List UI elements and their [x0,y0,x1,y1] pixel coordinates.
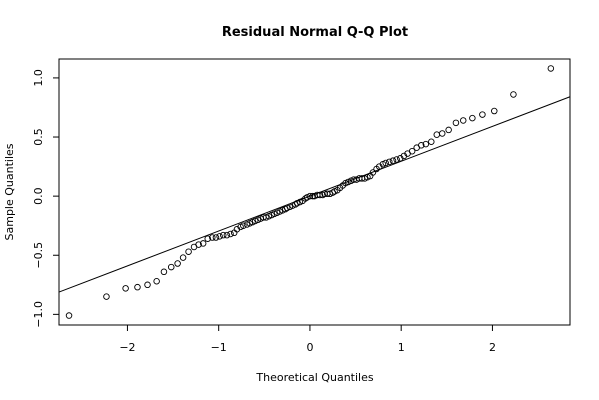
x-tick-label: 1 [398,341,405,354]
data-point [408,147,416,155]
data-point [103,293,110,300]
data-point [212,234,220,241]
data-point [428,138,435,146]
data-point [479,111,486,118]
data-point [422,140,430,148]
data-point [167,263,175,271]
y-axis: −1.0 −0.5 0.0 0.5 1.0 [32,69,60,328]
data-point [547,65,555,72]
data-point [382,159,389,167]
data-point [389,157,397,164]
data-point [393,156,400,163]
y-tick-label: 1.0 [32,69,45,87]
x-tick-label: 2 [489,341,496,354]
data-point [306,192,314,200]
data-point [316,191,324,199]
data-point [510,91,517,98]
y-tick-label: 0.5 [32,128,45,146]
data-point [369,169,377,176]
data-point [204,235,211,242]
data-point [469,114,476,122]
data-point [459,117,467,124]
data-point [227,230,234,238]
y-tick-label: −0.5 [32,242,45,269]
data-point [491,107,498,115]
y-tick-label: 0.0 [32,187,45,205]
data-point [209,234,216,241]
x-tick-label: 0 [306,341,313,354]
data-point [418,142,425,149]
data-point [160,268,168,276]
data-point [174,260,181,267]
chart-title: Residual Normal Q-Q Plot [222,25,408,40]
data-point [216,233,223,240]
data-point [185,248,192,255]
data-point [65,312,73,319]
data-points [65,65,555,319]
data-point [195,241,202,248]
data-point [433,131,441,138]
data-point [179,254,187,261]
y-axis-label: Sample Quantiles [3,143,16,240]
data-point [153,278,160,285]
data-point [386,158,393,166]
data-point [319,191,326,199]
data-point [134,283,141,291]
data-point [452,119,460,127]
data-point [309,192,316,200]
data-point [439,130,446,137]
x-tick-label: −2 [119,341,135,354]
data-point [122,285,129,292]
y-tick-label: −1.0 [32,301,45,328]
data-point [240,222,247,229]
x-axis: −2 −1 0 1 2 [119,324,496,354]
data-point [223,231,231,239]
data-point [219,231,227,239]
x-tick-label: −1 [211,341,227,354]
x-axis-label: Theoretical Quantiles [255,371,373,384]
data-point [144,281,151,289]
data-point [445,126,452,134]
data-point [199,240,207,247]
